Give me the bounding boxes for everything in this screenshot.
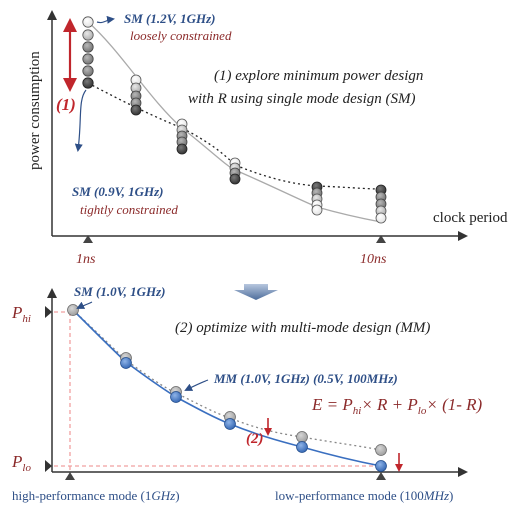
label-sm-bottom: SM (1.0V, 1GHz) [74,284,166,299]
sm-point-6 [375,444,387,456]
label-lo-mode: low-performance mode (100MHz) [275,488,453,503]
pointer-sm-low-icon [74,89,87,152]
mm-point-2 [170,391,182,403]
tick-label-10ns: 10ns [360,252,387,267]
range-arrow-down-icon [63,78,77,92]
label-p-hi: Phi [11,303,31,325]
point-1ns-6 [82,77,94,89]
mm-point-3 [224,418,236,430]
tick-marker-lo-mode [376,472,386,480]
note-2: (2) optimize with multi-mode design (MM) [175,320,430,336]
point-1ns-2 [82,29,94,41]
marker-2: (2) [246,431,264,447]
pointer-mm-icon [184,379,209,391]
top-x-label: clock period [433,210,508,226]
phi-marker-icon [45,306,52,318]
point-10ns-5 [375,212,387,224]
point-1ns-3 [82,41,94,53]
top-y-label: power consumption [27,51,43,170]
transition-arrow-icon [234,284,278,300]
tick-label-1ns: 1ns [76,252,96,267]
pointer-sm-high-icon [96,15,115,24]
label-hi-mode: high-performance mode (1GHz) [12,488,180,503]
point-c5-5 [311,204,323,216]
point-1ns-5 [82,65,94,77]
point-1ns-1 [82,16,94,28]
delta-arrow-1-icon [264,428,272,436]
energy-equation: E = Phi× R + Plo× (1- R) [311,395,483,417]
range-arrow-up-icon [63,18,77,32]
plo-marker-icon [45,460,52,472]
mm-point-5 [375,460,387,472]
note-1-line1: (1) explore minimum power design [214,68,423,84]
label-mm: MM (1.0V, 1GHz) (0.5V, 100MHz) [213,371,398,386]
point-c3-5 [176,143,188,155]
mm-point-4 [296,441,308,453]
note-1-line2: with R using single mode design (SM) [188,91,415,107]
label-sm-high-sub: loosely constrained [130,28,232,43]
label-p-lo: Plo [11,452,31,474]
marker-1: (1) [56,95,76,114]
sm-point-5 [296,431,308,443]
point-c4-4 [229,173,241,185]
pointer-sm-bottom-icon [76,301,93,309]
cluster-5 [311,181,323,216]
label-sm-high: SM (1.2V, 1GHz) [124,11,216,26]
tick-marker-10ns [376,235,386,243]
cluster-2 [130,74,142,116]
label-sm-low: SM (0.9V, 1GHz) [72,184,164,199]
point-c2-5 [130,104,142,116]
tick-marker-1ns [83,235,93,243]
cluster-4 [229,157,241,185]
sm-point-1 [67,304,79,316]
cluster-3 [176,118,188,155]
curve-tight [87,82,382,190]
mm-points [120,357,387,472]
cluster-10ns [375,184,387,224]
delta-arrow-2-icon [395,464,403,472]
top-axes [47,10,468,241]
tick-marker-hi-mode [65,472,75,480]
label-sm-low-sub: tightly constrained [80,202,178,217]
point-1ns-4 [82,53,94,65]
bottom-axes [47,288,468,477]
cluster-1ns [82,16,94,89]
mm-point-1 [120,357,132,369]
